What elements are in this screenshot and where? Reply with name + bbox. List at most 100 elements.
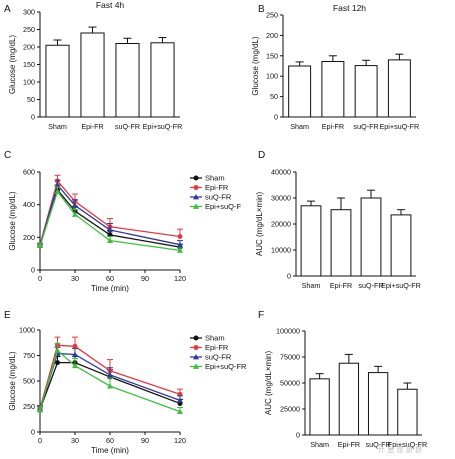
panel-d-y-tick-label-4: 40000 — [271, 168, 291, 177]
panel-c-series-3-point-0 — [37, 242, 43, 248]
panel-b-y-tick-label-4: 200 — [266, 31, 278, 40]
panel-f-y-tick-label-3: 75000 — [280, 353, 300, 362]
panel-c-letter: C — [4, 150, 11, 161]
panel-f-x-tick-label-3: Epi+suQ-FR — [388, 440, 428, 449]
panel-c-x-tick-label-3: 90 — [141, 274, 149, 283]
panel-a-y-tick-label-3: 150 — [23, 60, 35, 69]
panel-e-series-2-point-3 — [107, 371, 113, 378]
panel-e-y-tick-label-1: 250 — [23, 402, 35, 411]
panel-e-series-3-point-0 — [37, 407, 43, 413]
panel-e-y-axis-label: Glucose (mg/dL) — [8, 351, 17, 410]
panel-d-x-tick-label-3: Epi+suQ-FR — [381, 281, 421, 290]
panel-a-bar-3 — [150, 42, 175, 118]
panel-b-x-tick-label-2: suQ-FR — [354, 122, 379, 131]
panel-a-y-tick-label-2: 100 — [23, 78, 35, 87]
panel-c-legend-marker-3 — [193, 203, 199, 209]
panel-d-letter: D — [258, 150, 265, 161]
panel-c-series-2-point-2 — [72, 202, 78, 208]
panel-a-y-tick-label-4: 200 — [23, 43, 35, 52]
panel-c-legend-marker-2 — [193, 194, 199, 200]
panel-e-x-tick-label-2: 60 — [106, 436, 114, 445]
panel-d-y-tick-label-3: 30000 — [271, 194, 291, 203]
panel-a-y-tick-label-5: 250 — [23, 25, 35, 34]
panel-c-series-3-point-4 — [177, 247, 183, 253]
panel-a-x-tick-label-1: Epi-FR — [81, 122, 103, 131]
panel-d-x-tick-label-1: Epi-FR — [330, 281, 352, 290]
panel-c-series-2-point-4 — [177, 241, 183, 248]
panel-e-series-0-point-1 — [55, 360, 60, 366]
panel-a-title: Fast 4h — [96, 0, 125, 10]
panel-d-x-tick-label-0: Sham — [302, 281, 321, 290]
panel-b-y-tick-label-3: 150 — [266, 51, 278, 60]
panel-c-series-3-point-1 — [54, 188, 61, 194]
panel-e-legend-label-2: suQ-FR — [205, 353, 232, 362]
panel-e-legend-marker-3 — [193, 363, 199, 369]
panel-c-y-tick-label-1: 200 — [23, 233, 35, 242]
panel-f-bar-1 — [338, 362, 360, 436]
panel-e-y-tick-label-3: 750 — [23, 351, 35, 360]
panel-c-series-3-point-2 — [72, 211, 78, 217]
panel-e-x-tick-label-3: 90 — [141, 436, 149, 445]
panel-b-x-tick-label-3: Epi+suQ-FR — [380, 122, 420, 131]
panel-e-legend-marker-1 — [193, 345, 199, 350]
panel-f-x-tick-label-1: Epi-FR — [338, 440, 360, 449]
panel-d-x-tick-label-2: suQ-FR — [358, 281, 383, 290]
panel-c-legend-label-0: Sham — [205, 174, 225, 183]
panel-e-x-tick-label-1: 30 — [71, 436, 79, 445]
panel-c-x-axis-label: Time (min) — [91, 284, 129, 293]
panel-c-y-axis-label: Glucose (mg/dL) — [8, 191, 17, 250]
panel-c-legend-label-2: suQ-FR — [205, 193, 232, 202]
panel-b-title: Fast 12h — [333, 3, 366, 13]
panel-e-series-3-point-2 — [72, 362, 78, 369]
panel-e-series-3-point-3 — [107, 383, 113, 389]
panel-e-series-1-point-2 — [72, 343, 78, 349]
panel-c-series-2-point-1 — [54, 182, 61, 188]
panel-c-legend-label-3: Epi+suQ-F — [205, 202, 241, 211]
panel-c-legend-label-1: Epi-FR — [205, 183, 229, 192]
panel-d-y-tick-label-1: 10000 — [271, 246, 291, 255]
panel-b-x-tick-label-1: Epi-FR — [322, 122, 344, 131]
panel-a-y-tick-label-1: 50 — [27, 95, 35, 104]
panel-b-y-tick-label-5: 250 — [266, 11, 278, 20]
panel-a-y-axis-label: Glucose (mg/dL) — [8, 35, 17, 94]
panel-f-x-tick-label-0: Sham — [310, 440, 329, 449]
panel-c-series-3-point-3 — [107, 237, 113, 243]
panel-d-y-tick-label-0: 0 — [287, 272, 291, 281]
panel-c-legend-marker-1 — [193, 185, 199, 190]
panel-d-bar-3 — [390, 214, 412, 277]
panel-a-y-tick-label-0: 0 — [31, 113, 35, 122]
panel-b-bar-1 — [321, 61, 345, 118]
panel-b-bar-2 — [354, 65, 378, 118]
panel-a-y-tick-label-6: 300 — [23, 8, 35, 17]
panel-e-y-tick-label-2: 500 — [23, 377, 35, 386]
panel-c-x-tick-label-1: 30 — [71, 274, 79, 283]
panel-b-letter: B — [258, 4, 265, 15]
panel-e-legend-marker-0 — [193, 335, 199, 341]
panel-f-bar-2 — [367, 372, 389, 436]
panel-c-x-tick-label-4: 120 — [174, 274, 186, 283]
panel-b-y-tick-label-2: 100 — [266, 72, 278, 81]
panel-e-x-tick-label-0: 0 — [38, 436, 42, 445]
panel-e-series-3-point-1 — [54, 347, 61, 353]
panel-e-y-tick-label-0: 0 — [31, 428, 35, 437]
panel-f-letter: F — [258, 310, 264, 321]
panel-e-x-tick-label-4: 120 — [174, 436, 186, 445]
panel-b-bar-0 — [288, 65, 312, 118]
panel-e-y-tick-label-4: 1000 — [19, 326, 35, 335]
panel-a-bar-2 — [115, 43, 140, 118]
panel-c-y-tick-label-0: 0 — [31, 266, 35, 275]
panel-d-y-tick-label-2: 20000 — [271, 220, 291, 229]
panel-f-y-tick-label-0: 0 — [296, 431, 300, 440]
panel-b-x-tick-label-0: Sham — [290, 122, 309, 131]
panel-c-series-2-point-3 — [107, 226, 113, 233]
panel-e-legend-label-0: Sham — [205, 334, 225, 343]
panel-f-y-tick-label-2: 50000 — [280, 379, 300, 388]
panel-c-legend-marker-0 — [193, 175, 199, 181]
panel-e-series-2-point-2 — [72, 351, 78, 357]
panel-b-y-tick-label-1: 50 — [270, 92, 278, 101]
panel-a-x-tick-label-0: Sham — [48, 122, 67, 131]
panel-f-x-tick-label-2: suQ-FR — [366, 440, 391, 449]
panel-f-bar-3 — [397, 388, 418, 436]
panel-c-series-1-point-4 — [177, 234, 183, 240]
